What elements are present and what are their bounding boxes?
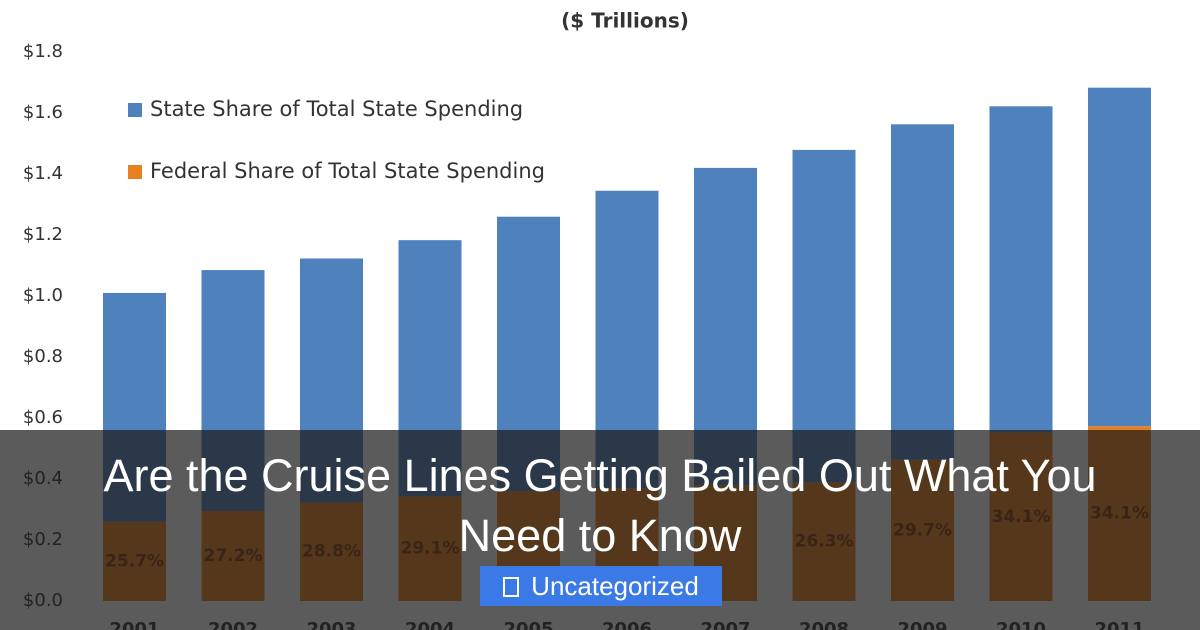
bar-segment — [989, 106, 1053, 433]
chart-subtitle: ($ Trillions) — [561, 9, 689, 33]
legend-swatch — [128, 165, 142, 179]
category-label[interactable]: Uncategorized — [531, 571, 699, 601]
y-tick-label: $0.8 — [23, 346, 63, 367]
y-tick-label: $1.0 — [23, 285, 63, 306]
legend-label: Federal Share of Total State Spending — [150, 159, 545, 183]
folder-icon — [503, 577, 520, 597]
headline: Are the Cruise Lines Getting Bailed Out … — [103, 450, 1097, 561]
bar-segment — [891, 124, 954, 460]
y-tick-label: $1.4 — [23, 163, 63, 184]
bar-segment — [792, 149, 856, 483]
legend-label: State Share of Total State Spending — [150, 97, 523, 121]
legend-swatch — [128, 103, 142, 117]
category-badge[interactable]: Uncategorized — [480, 566, 722, 606]
bar-segment — [1088, 87, 1151, 427]
y-tick-label: $1.2 — [23, 224, 63, 245]
y-tick-label: $1.6 — [23, 102, 63, 123]
y-tick-label: $1.8 — [23, 41, 63, 62]
y-tick-label: $0.6 — [23, 407, 63, 428]
